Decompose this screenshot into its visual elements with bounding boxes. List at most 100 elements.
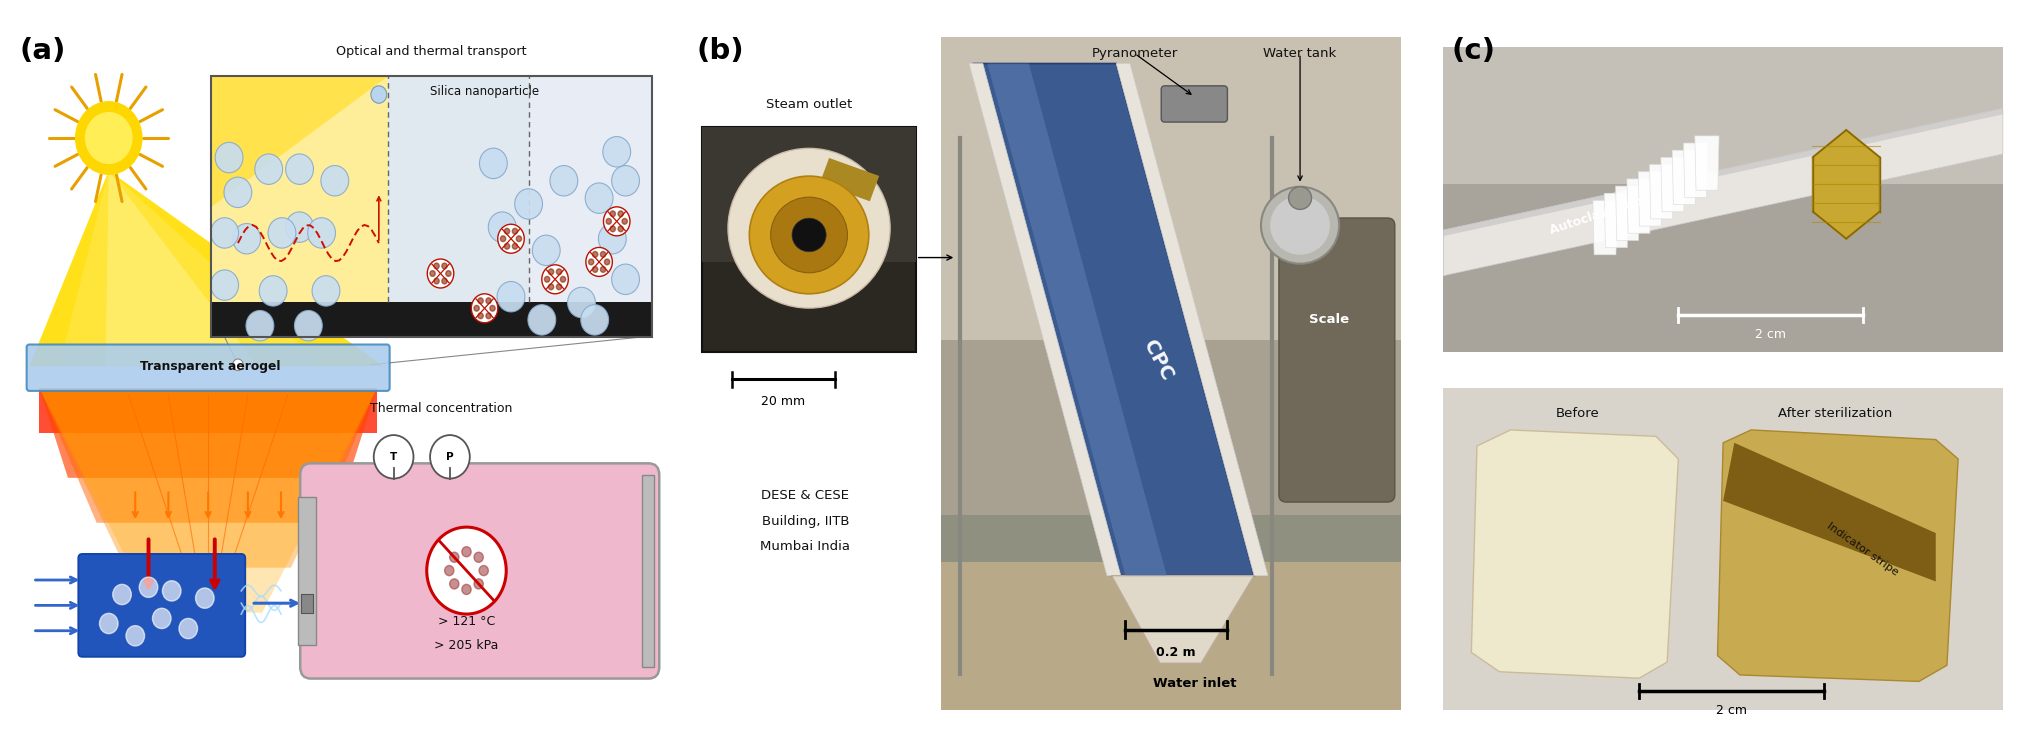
Bar bbox=[941, 515, 1402, 562]
Polygon shape bbox=[1638, 172, 1662, 226]
Circle shape bbox=[232, 359, 244, 371]
Circle shape bbox=[471, 294, 498, 323]
Bar bbox=[297, 497, 317, 645]
Circle shape bbox=[1262, 187, 1339, 264]
Circle shape bbox=[287, 212, 313, 242]
Circle shape bbox=[152, 608, 171, 628]
Circle shape bbox=[374, 435, 412, 479]
Circle shape bbox=[567, 288, 595, 317]
Circle shape bbox=[514, 189, 543, 219]
Circle shape bbox=[504, 244, 510, 249]
Circle shape bbox=[770, 197, 847, 273]
Bar bbox=[941, 37, 1402, 710]
Circle shape bbox=[750, 176, 870, 294]
FancyBboxPatch shape bbox=[26, 344, 390, 391]
Polygon shape bbox=[1685, 143, 1707, 197]
Text: > 205 kPa: > 205 kPa bbox=[435, 639, 498, 651]
Circle shape bbox=[100, 613, 118, 633]
Polygon shape bbox=[1628, 179, 1652, 233]
Circle shape bbox=[268, 217, 297, 248]
Circle shape bbox=[287, 154, 313, 185]
Circle shape bbox=[260, 276, 287, 306]
Text: 2 cm: 2 cm bbox=[1756, 328, 1786, 341]
Text: > 121 °C: > 121 °C bbox=[437, 615, 496, 627]
Text: T: T bbox=[390, 452, 396, 462]
Polygon shape bbox=[1717, 430, 1959, 681]
Polygon shape bbox=[39, 388, 378, 613]
Circle shape bbox=[557, 269, 561, 275]
Circle shape bbox=[445, 270, 451, 276]
Circle shape bbox=[589, 259, 593, 265]
Text: Before: Before bbox=[1557, 407, 1599, 421]
Text: CPC: CPC bbox=[1140, 337, 1177, 383]
Circle shape bbox=[610, 211, 616, 217]
Polygon shape bbox=[39, 388, 378, 478]
Bar bbox=[703, 127, 916, 352]
Text: 20 mm: 20 mm bbox=[762, 395, 805, 409]
Text: Water inlet: Water inlet bbox=[1152, 677, 1235, 690]
Text: Mumbai India: Mumbai India bbox=[760, 540, 849, 554]
Bar bbox=[941, 37, 1402, 340]
Polygon shape bbox=[988, 63, 1166, 576]
Text: Building, IITB: Building, IITB bbox=[762, 515, 849, 528]
Polygon shape bbox=[1443, 108, 2004, 276]
Circle shape bbox=[1270, 196, 1331, 255]
Circle shape bbox=[498, 224, 524, 253]
Circle shape bbox=[224, 177, 252, 208]
Circle shape bbox=[504, 229, 510, 234]
Circle shape bbox=[211, 270, 238, 300]
Circle shape bbox=[532, 235, 561, 265]
Text: Thermal concentration: Thermal concentration bbox=[370, 403, 512, 415]
Bar bbox=[211, 303, 652, 338]
Polygon shape bbox=[28, 170, 384, 366]
FancyBboxPatch shape bbox=[301, 463, 658, 678]
Circle shape bbox=[604, 137, 630, 167]
Circle shape bbox=[126, 626, 144, 646]
Circle shape bbox=[163, 580, 181, 601]
Circle shape bbox=[543, 265, 569, 294]
Polygon shape bbox=[39, 388, 378, 568]
Text: 2 cm: 2 cm bbox=[1717, 704, 1748, 717]
Circle shape bbox=[435, 263, 439, 269]
Bar bbox=[388, 76, 528, 338]
Bar bbox=[642, 475, 654, 667]
Circle shape bbox=[593, 267, 597, 273]
Circle shape bbox=[486, 313, 492, 319]
Circle shape bbox=[473, 306, 480, 311]
Circle shape bbox=[604, 259, 610, 265]
Text: (b): (b) bbox=[697, 37, 744, 64]
Circle shape bbox=[473, 552, 484, 562]
Circle shape bbox=[599, 267, 606, 273]
Circle shape bbox=[549, 269, 555, 275]
Circle shape bbox=[478, 298, 484, 303]
Circle shape bbox=[85, 113, 132, 164]
Circle shape bbox=[549, 284, 555, 290]
Circle shape bbox=[313, 276, 339, 306]
Circle shape bbox=[254, 154, 282, 185]
Circle shape bbox=[545, 276, 551, 282]
Polygon shape bbox=[1813, 130, 1880, 239]
Text: After sterilization: After sterilization bbox=[1778, 407, 1892, 421]
Circle shape bbox=[478, 313, 484, 319]
Circle shape bbox=[610, 226, 616, 232]
Text: Scale: Scale bbox=[1309, 313, 1349, 326]
Circle shape bbox=[179, 619, 197, 639]
Circle shape bbox=[461, 547, 471, 557]
Circle shape bbox=[593, 252, 597, 257]
Circle shape bbox=[597, 223, 626, 254]
Text: Pyranometer: Pyranometer bbox=[1091, 46, 1179, 60]
Text: Silica nanoparticle: Silica nanoparticle bbox=[431, 85, 538, 98]
Circle shape bbox=[441, 263, 447, 269]
Polygon shape bbox=[1112, 576, 1254, 663]
FancyBboxPatch shape bbox=[1412, 1, 2032, 746]
Circle shape bbox=[215, 143, 244, 173]
Polygon shape bbox=[1603, 193, 1628, 247]
Circle shape bbox=[618, 211, 624, 217]
Polygon shape bbox=[969, 63, 1122, 576]
Circle shape bbox=[441, 278, 447, 284]
Polygon shape bbox=[1471, 430, 1678, 678]
Circle shape bbox=[480, 148, 508, 179]
Circle shape bbox=[528, 305, 555, 335]
Circle shape bbox=[295, 311, 323, 341]
FancyBboxPatch shape bbox=[1160, 86, 1227, 122]
